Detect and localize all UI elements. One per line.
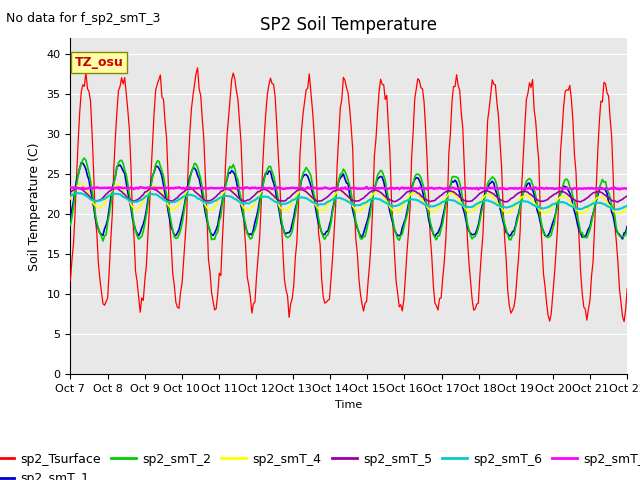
sp2_smT_7 [260, 185, 268, 191]
sp2_smT_6 [253, 196, 260, 202]
sp2_smT_2 [236, 188, 243, 194]
sp2_smT_5 [614, 199, 621, 205]
sp2_smT_7 [251, 185, 259, 191]
Line: sp2_smT_4: sp2_smT_4 [70, 184, 627, 213]
sp2_smT_4 [67, 196, 74, 202]
sp2_smT_6 [234, 198, 242, 204]
Title: SP2 Soil Temperature: SP2 Soil Temperature [260, 16, 437, 34]
sp2_smT_6 [312, 201, 319, 206]
sp2_smT_4 [234, 195, 242, 201]
sp2_smT_4 [623, 204, 631, 209]
sp2_smT_6 [623, 203, 631, 209]
sp2_Tsurface [620, 319, 628, 324]
sp2_smT_7 [310, 185, 317, 191]
sp2_smT_4 [262, 185, 269, 191]
sp2_smT_7 [232, 186, 240, 192]
sp2_smT_2 [254, 212, 262, 217]
sp2_smT_2 [623, 227, 631, 232]
sp2_smT_6 [136, 197, 144, 203]
sp2_smT_7 [594, 185, 602, 191]
sp2_smT_4 [136, 204, 144, 209]
sp2_smT_1 [136, 230, 144, 236]
sp2_smT_5 [136, 195, 144, 201]
sp2_smT_2 [595, 185, 603, 191]
Line: sp2_smT_1: sp2_smT_1 [70, 163, 627, 239]
Text: TZ_osu: TZ_osu [75, 56, 124, 69]
sp2_Tsurface [594, 149, 602, 155]
sp2_smT_6 [67, 193, 74, 199]
sp2_smT_4 [76, 181, 84, 187]
sp2_smT_1 [623, 224, 631, 229]
sp2_Tsurface [194, 65, 202, 71]
sp2_smT_5 [312, 197, 319, 203]
sp2_smT_7 [135, 186, 143, 192]
sp2_smT_7 [363, 184, 371, 190]
Y-axis label: Soil Temperature (C): Soil Temperature (C) [28, 142, 41, 271]
sp2_smT_6 [73, 190, 81, 196]
Line: sp2_Tsurface: sp2_Tsurface [70, 68, 627, 322]
Line: sp2_smT_5: sp2_smT_5 [70, 188, 627, 202]
sp2_smT_1 [77, 160, 85, 166]
sp2_smT_6 [614, 207, 621, 213]
sp2_smT_2 [264, 167, 271, 172]
sp2_smT_1 [619, 236, 627, 242]
sp2_smT_4 [312, 202, 319, 208]
sp2_smT_2 [99, 238, 107, 244]
sp2_smT_1 [594, 192, 602, 198]
sp2_smT_5 [67, 190, 74, 195]
Legend: sp2_Tsurface, sp2_smT_1, sp2_smT_2, sp2_smT_4, sp2_smT_5, sp2_smT_6, sp2_smT_7: sp2_Tsurface, sp2_smT_1, sp2_smT_2, sp2_… [0, 448, 640, 480]
sp2_smT_7 [623, 186, 631, 192]
sp2_smT_5 [623, 193, 631, 199]
sp2_Tsurface [135, 294, 143, 300]
sp2_smT_5 [253, 190, 260, 196]
Line: sp2_smT_6: sp2_smT_6 [70, 193, 627, 210]
sp2_smT_7 [616, 187, 623, 192]
sp2_Tsurface [253, 274, 260, 280]
sp2_Tsurface [623, 286, 631, 291]
sp2_smT_1 [253, 214, 260, 219]
sp2_smT_1 [234, 187, 242, 192]
sp2_smT_4 [594, 194, 602, 200]
sp2_smT_4 [253, 197, 260, 203]
X-axis label: Time: Time [335, 400, 362, 409]
sp2_smT_2 [138, 234, 145, 240]
Line: sp2_smT_7: sp2_smT_7 [70, 187, 627, 190]
sp2_smT_2 [67, 222, 74, 228]
sp2_smT_5 [234, 194, 242, 200]
sp2_smT_6 [262, 194, 269, 200]
Line: sp2_smT_2: sp2_smT_2 [70, 158, 627, 241]
sp2_smT_2 [81, 155, 88, 161]
sp2_smT_1 [67, 216, 74, 222]
sp2_smT_6 [594, 200, 602, 205]
sp2_smT_7 [67, 184, 74, 190]
sp2_smT_5 [74, 185, 82, 191]
sp2_smT_4 [614, 210, 621, 216]
sp2_smT_1 [312, 204, 319, 210]
sp2_smT_5 [262, 187, 269, 192]
sp2_Tsurface [234, 96, 242, 102]
sp2_smT_2 [313, 207, 321, 213]
sp2_smT_5 [594, 189, 602, 194]
sp2_Tsurface [262, 110, 269, 116]
sp2_Tsurface [312, 153, 319, 158]
sp2_smT_1 [262, 170, 269, 176]
Text: No data for f_sp2_smT_3: No data for f_sp2_smT_3 [6, 12, 161, 25]
sp2_Tsurface [67, 278, 74, 284]
